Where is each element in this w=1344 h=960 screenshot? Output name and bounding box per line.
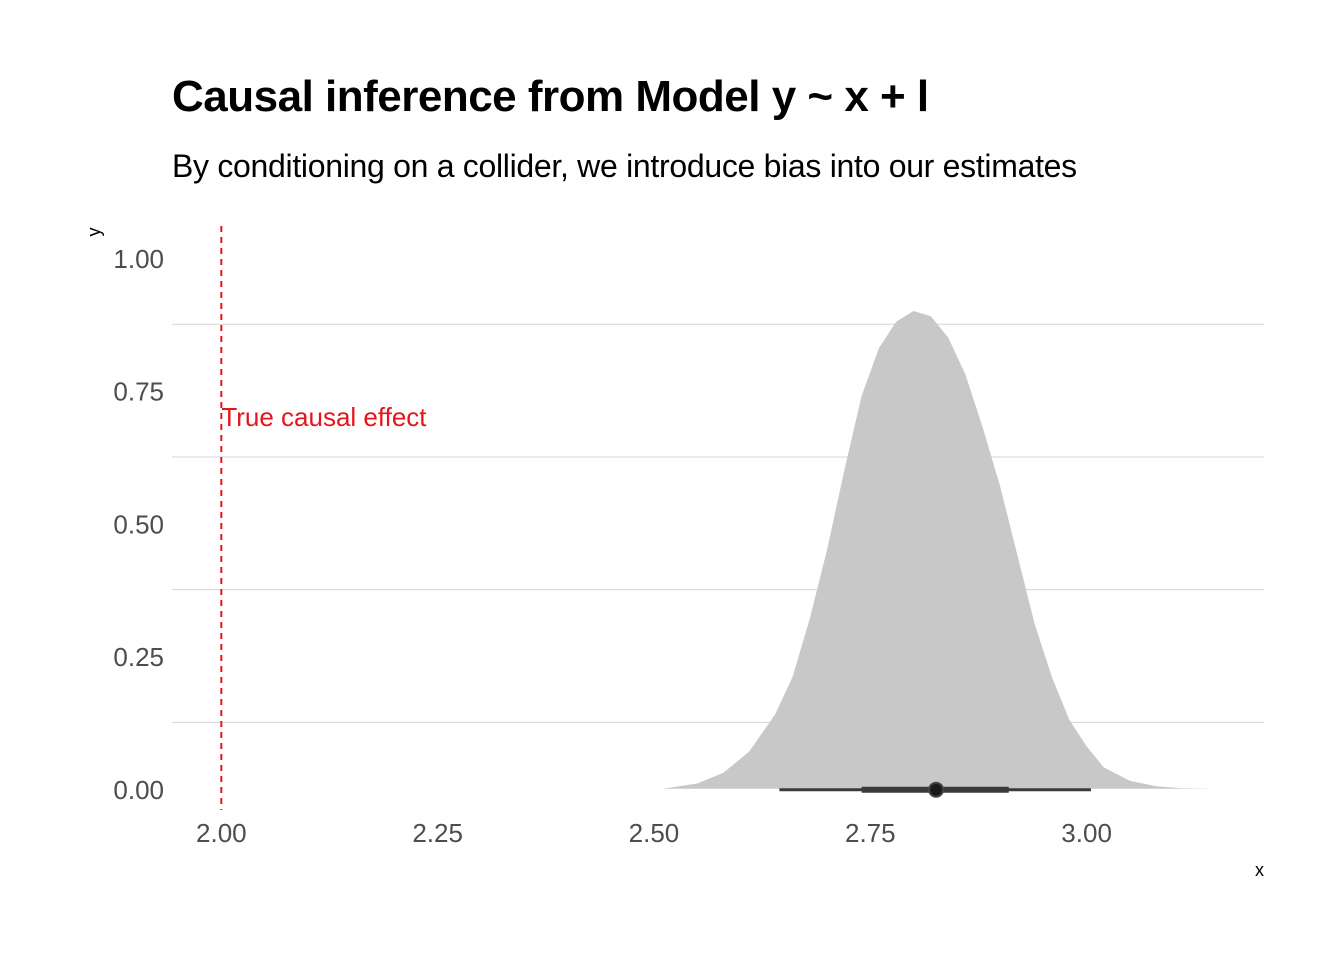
y-tick-label: 0.00 bbox=[113, 775, 164, 805]
x-tick-label: 2.25 bbox=[412, 818, 463, 848]
x-axis-ticks: 2.00 2.25 2.50 2.75 3.00 bbox=[196, 818, 1112, 848]
x-tick-label: 3.00 bbox=[1061, 818, 1112, 848]
density-area bbox=[662, 310, 1217, 789]
y-tick-label: 0.75 bbox=[113, 377, 164, 407]
point-estimate bbox=[928, 781, 945, 798]
y-axis-ticks: 0.00 0.25 0.50 0.75 1.00 bbox=[113, 244, 164, 805]
y-tick-label: 0.50 bbox=[113, 509, 164, 539]
chart-title: Causal inference from Model y ~ x + l bbox=[172, 72, 929, 121]
y-tick-label: 0.25 bbox=[113, 642, 164, 672]
x-tick-label: 2.75 bbox=[845, 818, 896, 848]
gridlines bbox=[172, 323, 1264, 723]
y-axis-title: y bbox=[84, 228, 104, 237]
x-axis-title: x bbox=[1255, 860, 1264, 880]
reference-line-label: True causal effect bbox=[221, 402, 427, 432]
x-tick-label: 2.00 bbox=[196, 818, 247, 848]
x-tick-label: 2.50 bbox=[629, 818, 680, 848]
chart-subtitle: By conditioning on a collider, we introd… bbox=[172, 148, 1077, 184]
y-tick-label: 1.00 bbox=[113, 244, 164, 274]
